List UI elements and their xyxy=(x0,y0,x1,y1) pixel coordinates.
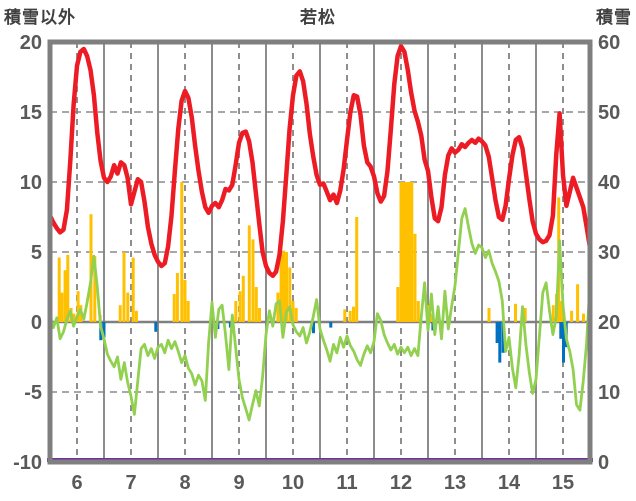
svg-text:50: 50 xyxy=(598,102,620,124)
svg-text:30: 30 xyxy=(598,242,620,264)
svg-text:0: 0 xyxy=(31,312,42,334)
svg-text:13: 13 xyxy=(444,472,466,494)
svg-text:8: 8 xyxy=(179,472,190,494)
svg-text:9: 9 xyxy=(233,472,244,494)
svg-text:40: 40 xyxy=(598,172,620,194)
svg-text:15: 15 xyxy=(552,472,574,494)
chart-title: 若松 xyxy=(300,8,336,27)
left-axis-title: 積雪以外 xyxy=(4,8,76,27)
svg-text:12: 12 xyxy=(390,472,412,494)
svg-text:14: 14 xyxy=(498,472,521,494)
svg-text:6: 6 xyxy=(71,472,82,494)
svg-text:7: 7 xyxy=(125,472,136,494)
svg-text:-5: -5 xyxy=(24,382,42,404)
svg-text:20: 20 xyxy=(20,32,42,54)
svg-text:10: 10 xyxy=(598,382,620,404)
svg-text:-10: -10 xyxy=(13,452,42,474)
right-axis-title: 積雪 xyxy=(596,8,632,27)
svg-text:5: 5 xyxy=(31,242,42,264)
svg-text:15: 15 xyxy=(20,102,42,124)
svg-text:0: 0 xyxy=(598,452,609,474)
svg-text:11: 11 xyxy=(336,472,357,494)
svg-text:10: 10 xyxy=(20,172,42,194)
svg-text:60: 60 xyxy=(598,32,620,54)
svg-text:20: 20 xyxy=(598,312,620,334)
svg-text:10: 10 xyxy=(282,472,304,494)
